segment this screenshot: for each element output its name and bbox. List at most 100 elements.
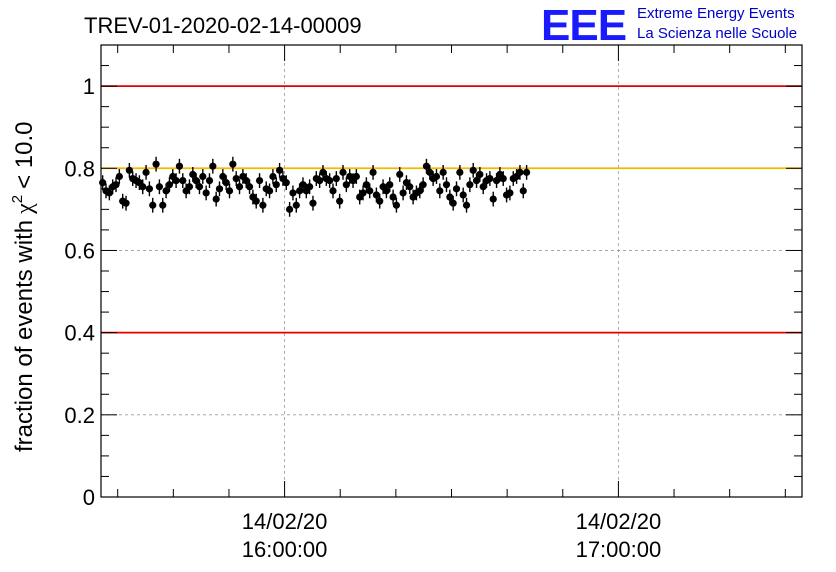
data-point xyxy=(466,181,474,189)
axis-ticks: 0 0.2 0.4 0.6 0.8 1 14/02/20 16:00:00 14/02/20 17… xyxy=(64,45,802,562)
data-point xyxy=(185,183,194,191)
data-point xyxy=(399,189,407,197)
data-point xyxy=(155,183,164,191)
data-point xyxy=(352,172,360,181)
data-point xyxy=(235,183,244,191)
y-axis-label-tail: < 10.0 xyxy=(11,121,38,188)
data-point xyxy=(225,187,234,195)
y-axis-label-chi: χ xyxy=(12,203,38,215)
logo-line-1: Extreme Energy Events xyxy=(637,5,795,22)
data-point xyxy=(172,177,180,185)
data-point xyxy=(332,174,340,183)
data-point xyxy=(456,168,464,176)
data-point xyxy=(145,185,154,193)
data-point xyxy=(376,197,384,205)
data-point xyxy=(523,168,531,176)
data-point xyxy=(205,177,214,185)
data-point xyxy=(199,172,207,181)
data-point xyxy=(446,193,454,201)
data-point xyxy=(299,181,307,189)
data-point xyxy=(252,197,260,205)
data-point xyxy=(382,187,391,195)
data-point xyxy=(362,181,370,189)
chart-title: TREV-01-2020-02-14-00009 xyxy=(84,13,362,38)
y-tick-label: 0.8 xyxy=(64,156,95,181)
data-point xyxy=(326,177,334,185)
data-point xyxy=(195,183,204,191)
data-point xyxy=(366,187,374,195)
y-tick-label: 0.4 xyxy=(64,321,95,346)
data-point xyxy=(245,183,254,191)
y-axis-label-superscript: 2 xyxy=(9,195,26,203)
data-point xyxy=(179,177,187,185)
data-point xyxy=(286,205,294,213)
data-point xyxy=(386,181,394,189)
data-point xyxy=(292,201,300,209)
data-point xyxy=(192,177,200,185)
x-tick-label-date: 14/02/20 xyxy=(242,509,328,534)
data-point xyxy=(209,162,217,170)
data-point xyxy=(449,199,457,207)
data-point xyxy=(426,168,434,176)
data-point xyxy=(306,183,314,191)
data-point xyxy=(189,170,197,179)
data-point xyxy=(359,189,367,197)
data-point xyxy=(232,174,240,183)
x-tick-label-time: 16:00:00 xyxy=(242,537,328,562)
data-point xyxy=(122,199,130,207)
data-point xyxy=(309,199,317,207)
logo-mark: EEE xyxy=(541,1,626,50)
data-point xyxy=(255,177,264,185)
data-point xyxy=(275,166,284,174)
data-point xyxy=(486,174,494,183)
data-point xyxy=(329,187,337,195)
data-point xyxy=(152,160,160,168)
data-point xyxy=(516,168,524,176)
data-point xyxy=(105,189,113,197)
data-point xyxy=(115,172,123,181)
y-tick-label: 1 xyxy=(83,74,95,99)
data-point xyxy=(242,177,250,185)
data-point xyxy=(479,183,487,191)
data-point xyxy=(259,201,267,209)
data-point xyxy=(439,168,447,176)
data-point xyxy=(342,181,350,189)
data-point xyxy=(442,181,451,189)
data-point xyxy=(432,172,441,181)
data-point xyxy=(476,170,484,179)
data-point xyxy=(422,162,431,170)
data-point xyxy=(222,179,230,187)
data-point xyxy=(265,187,274,195)
data-point xyxy=(336,197,344,205)
data-point xyxy=(472,177,481,185)
data-point xyxy=(202,189,210,197)
data-point xyxy=(459,191,467,199)
data-point xyxy=(125,166,133,174)
data-point xyxy=(272,181,280,189)
y-axis-label: fraction of events with χ2 < 10.0 xyxy=(9,121,38,452)
data-point xyxy=(296,187,304,195)
data-point xyxy=(282,179,290,187)
data-point xyxy=(289,189,297,197)
data-point xyxy=(419,181,427,189)
data-point xyxy=(316,177,324,185)
data-point xyxy=(452,185,461,193)
data-point xyxy=(489,195,497,203)
reference-lines xyxy=(101,85,802,334)
data-points xyxy=(99,156,531,217)
data-point xyxy=(159,201,167,209)
data-point xyxy=(212,195,220,203)
data-point xyxy=(142,168,150,176)
data-point xyxy=(149,201,157,209)
data-point xyxy=(165,181,174,189)
data-point xyxy=(112,181,120,189)
data-point xyxy=(406,183,414,191)
y-tick-label: 0.6 xyxy=(64,238,95,263)
y-tick-label: 0 xyxy=(83,485,95,510)
data-point xyxy=(215,185,224,193)
data-point xyxy=(396,170,404,179)
logo: EEE Extreme Energy Events La Scienza nel… xyxy=(541,1,797,50)
data-point xyxy=(469,166,477,174)
data-point xyxy=(319,168,327,176)
